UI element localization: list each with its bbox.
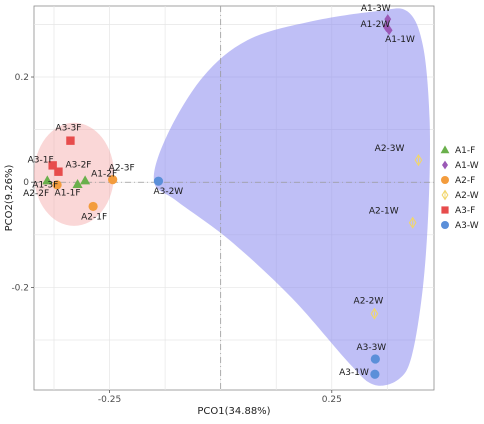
point-label-a3-3f: A3-3F: [55, 124, 81, 134]
y-tick-label: -0.2: [11, 283, 29, 293]
f-group-ellipse: [34, 122, 114, 226]
point-a1-1f: [72, 179, 83, 189]
point-label-a1-1f: A1-1F: [55, 188, 81, 198]
point-label-a2-1w: A2-1W: [369, 207, 399, 217]
point-label-a3-1f: A3-1F: [28, 155, 54, 165]
point-label-a1-1w: A1-1W: [385, 35, 415, 45]
legend-label-a3-w: A3-W: [455, 221, 479, 231]
point-a3-1w: [370, 369, 380, 379]
legend-marker-a1-f: [440, 145, 450, 154]
point-a3-3f: [66, 136, 75, 145]
legend-label-a1-f: A1-F: [455, 146, 475, 156]
point-a1-2f: [80, 175, 91, 185]
point-a3-2f: [54, 167, 63, 176]
point-a2-2f: [52, 180, 62, 190]
point-label-a1-3f: A1-3F: [32, 181, 58, 191]
y-tick-label: 0: [23, 178, 29, 188]
point-a2-1f: [88, 201, 98, 212]
point-a3-1f: [48, 161, 57, 170]
legend-marker-a2-f: [441, 176, 449, 184]
point-labels: A1-3F A1-2F A1-1F A1-3W A1-2W A1-1W A2-3F A2-2F…: [23, 4, 415, 378]
y-tick-label: 0.2: [15, 73, 29, 83]
y-axis-title: PCO2(9.26%): [4, 164, 15, 231]
legend-label-a2-f: A2-F: [455, 176, 475, 186]
x-axis-title: PCO1(34.88%): [197, 406, 270, 417]
point-label-a3-3w: A3-3W: [356, 343, 386, 353]
point-a1-3w: [384, 14, 392, 25]
point-label-a2-1f: A2-1F: [81, 212, 107, 222]
legend-label-a3-f: A3-F: [455, 206, 475, 216]
legend-marker-a3-w: [441, 221, 449, 229]
legend-marker-a1-w: [442, 160, 448, 170]
point-label-a1-3w: A1-3W: [361, 4, 391, 14]
point-label-a3-1w: A3-1W: [339, 368, 369, 378]
point-label-a2-3f: A2-3F: [109, 164, 135, 174]
point-label-a2-2w: A2-2W: [354, 297, 384, 307]
x-tick-label: 0.25: [322, 395, 342, 405]
point-a3-2w: [153, 176, 164, 186]
y-axis-ticks: 0.2 0 -0.2: [11, 73, 34, 293]
point-label-a2-2f: A2-2F: [23, 189, 49, 199]
legend-marker-a3-f: [441, 206, 449, 214]
point-a1-1w: [385, 25, 393, 36]
point-label-a1-2w: A1-2W: [360, 20, 390, 30]
x-axis-ticks: -0.25 0.25: [98, 390, 342, 405]
point-a1-3f: [42, 175, 53, 185]
x-tick-label: -0.25: [98, 395, 121, 405]
data-points: [42, 14, 423, 379]
legend-label-a1-w: A1-W: [455, 161, 479, 171]
point-label-a2-3w: A2-3W: [375, 144, 405, 154]
point-a3-3w: [370, 354, 380, 364]
point-label-a3-2w: A3-2W: [153, 187, 183, 197]
point-label-a1-2f: A1-2F: [91, 170, 117, 180]
legend: A1-F A1-W A2-F A2-W A3-F A3-W: [440, 145, 479, 231]
point-a2-3f: [108, 174, 118, 185]
point-label-a3-2f: A3-2F: [65, 161, 91, 171]
w-group-hull: [153, 8, 431, 386]
legend-label-a2-w: A2-W: [455, 191, 479, 201]
